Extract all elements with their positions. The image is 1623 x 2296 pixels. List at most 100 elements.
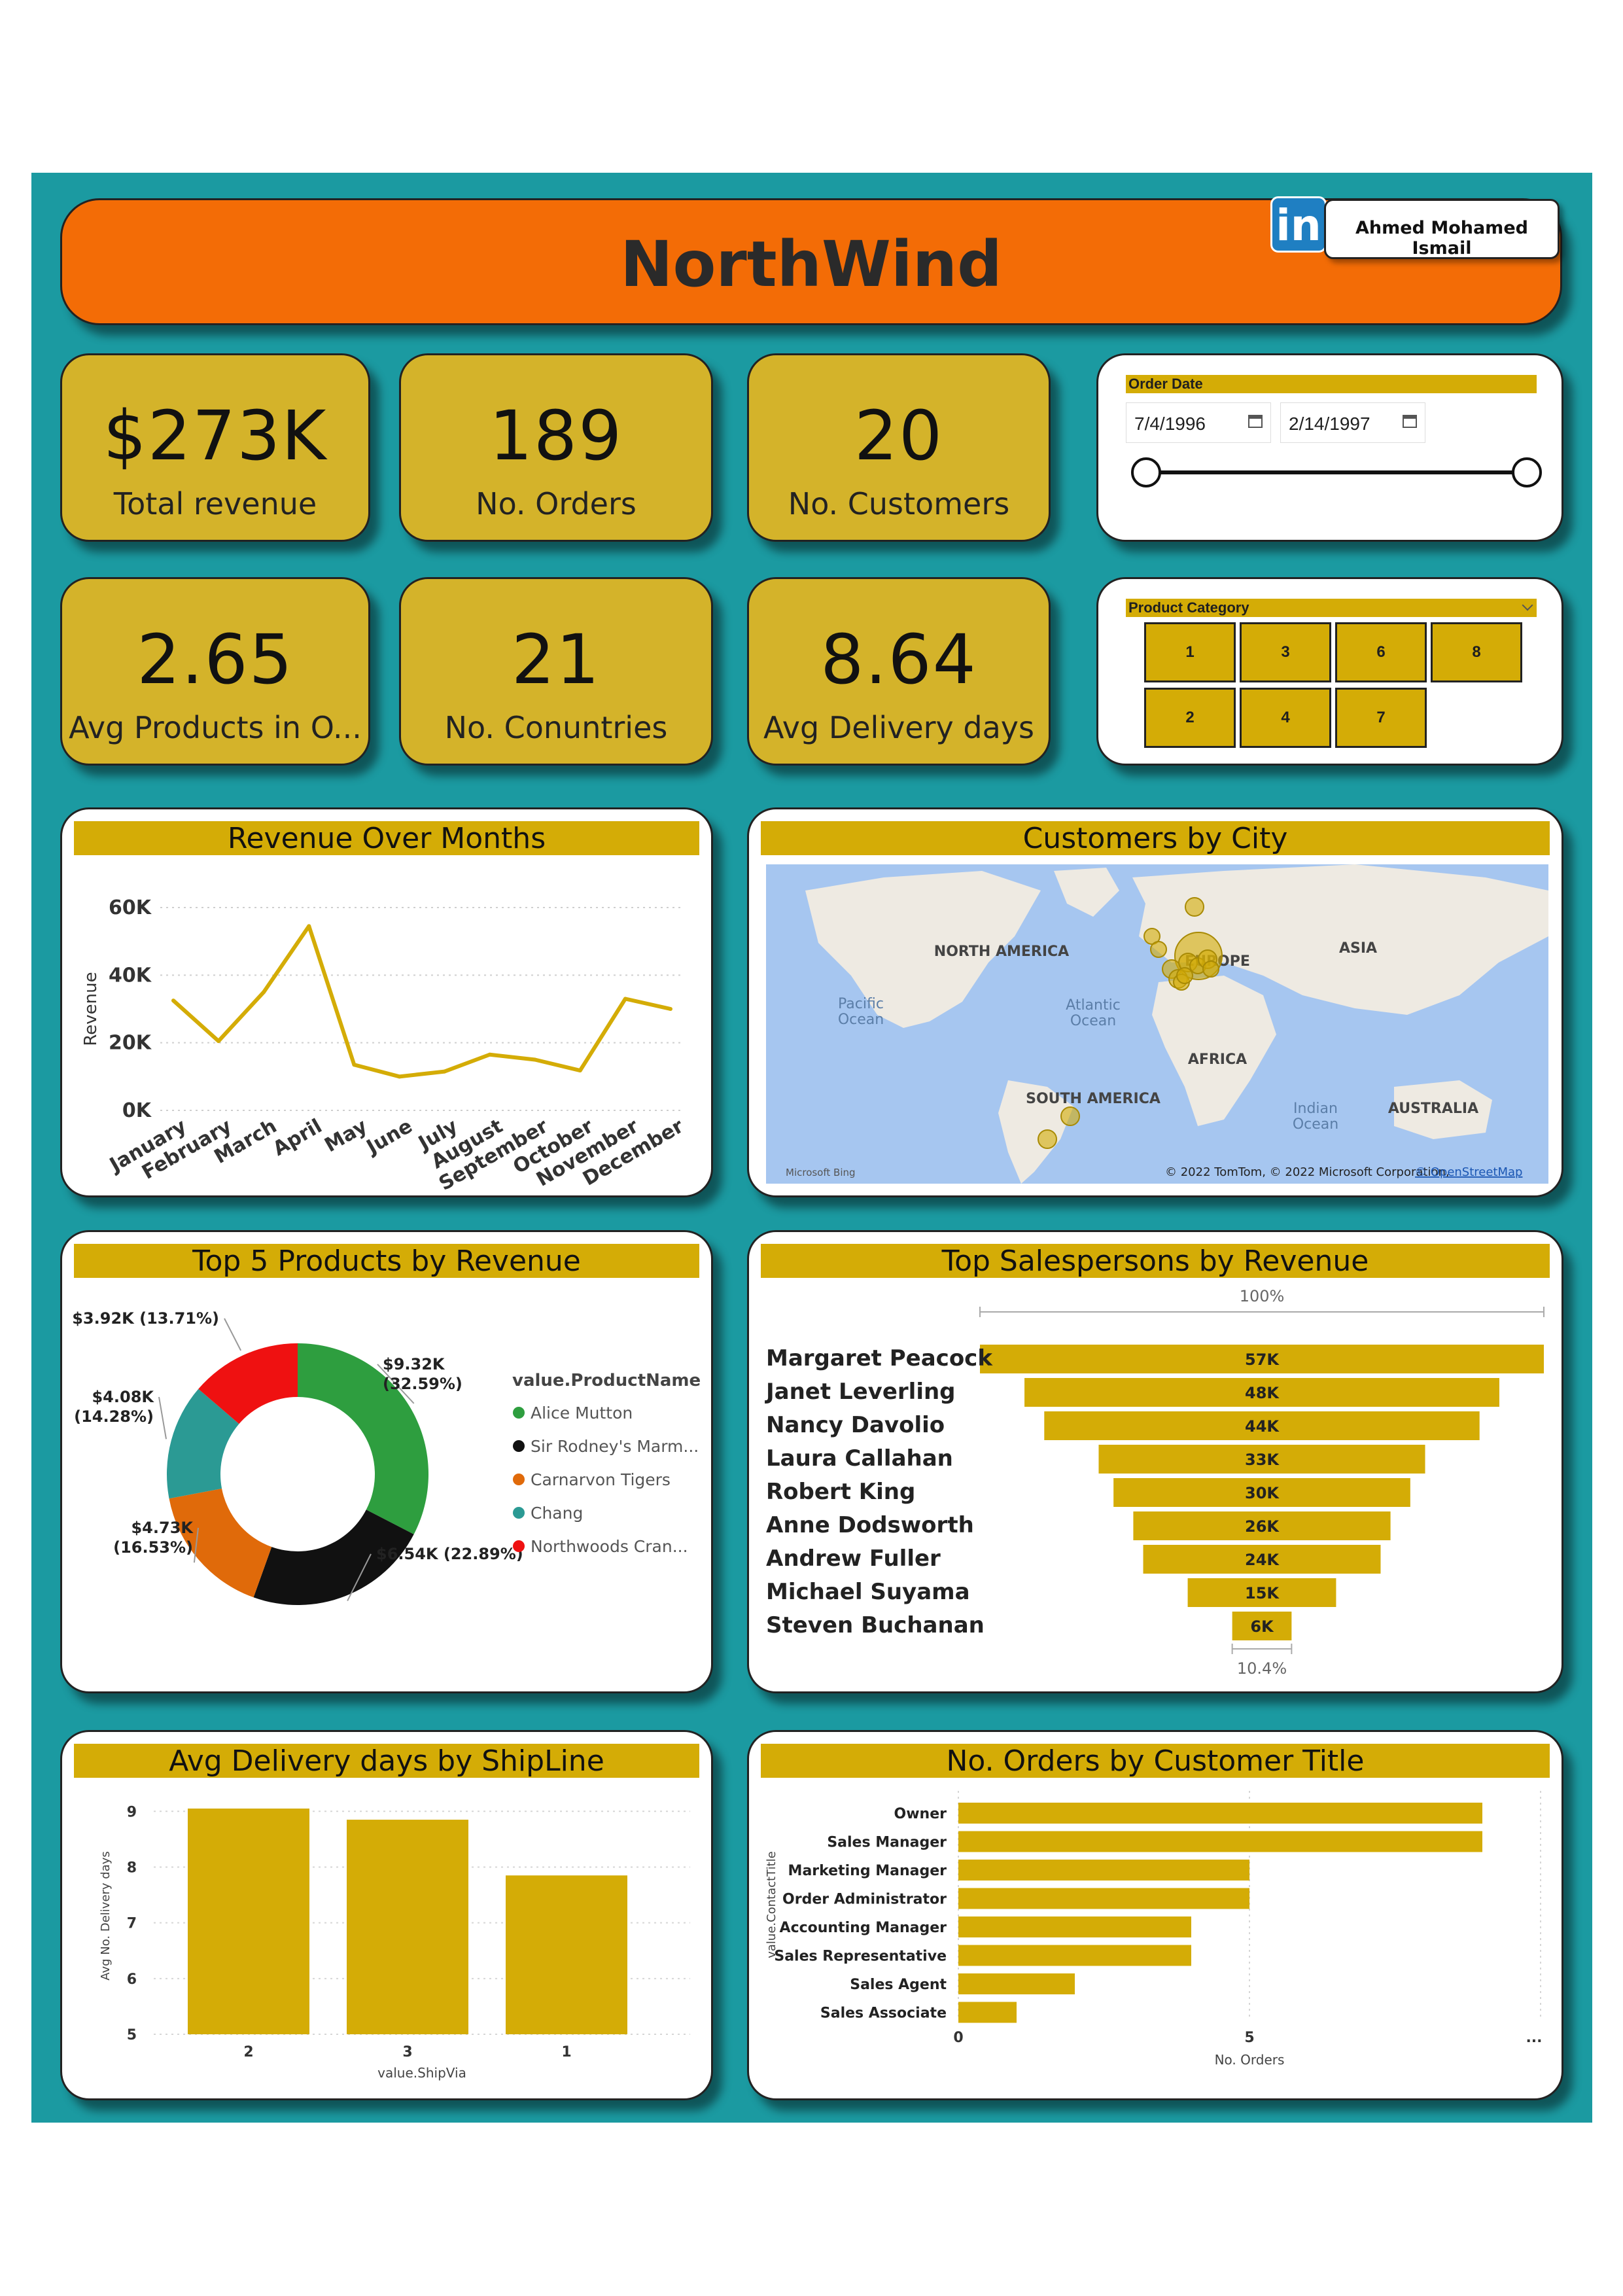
revenue-line-chart: 0K20K40K60KRevenueJanuaryFebruaryMarchAp… xyxy=(81,896,688,1195)
category-tile[interactable]: 8 xyxy=(1431,622,1522,682)
order-date-slicer: Order Date 7/4/1996 2/14/1997 xyxy=(1096,353,1563,542)
kpi-value: 189 xyxy=(489,396,623,476)
line-point xyxy=(578,1069,582,1073)
y-tick-label: 40K xyxy=(109,964,152,987)
funnel-bar xyxy=(1024,1378,1499,1407)
bar-value-label: 15K xyxy=(1245,1584,1280,1602)
data-label: (16.53%) xyxy=(113,1538,193,1557)
top-salespersons-card: Top Salespersons by Revenue 100% 57K Marga… xyxy=(747,1230,1563,1693)
bar-value-label: 30K xyxy=(1245,1484,1280,1502)
kpi-value: 21 xyxy=(511,620,601,699)
bar xyxy=(958,1945,1191,1966)
openstreetmap-link: © OpenStreetMap xyxy=(1415,1165,1522,1179)
y-tick-label: Owner xyxy=(894,1806,947,1822)
kpi-no-orders: 189 No. Orders xyxy=(399,353,713,542)
region-label: ASIA xyxy=(1339,940,1377,957)
data-label: (32.59%) xyxy=(383,1375,462,1393)
y-tick-label: 8 xyxy=(127,1860,137,1876)
chart-title: No. Orders by Customer Title xyxy=(761,1744,1550,1778)
salespersons-funnel-chart: 100% 57K Margaret Peacock 48K Janet Leverlin… xyxy=(765,1287,1544,1678)
ocean-label: Ocean xyxy=(1070,1013,1116,1029)
calendar-icon[interactable] xyxy=(1248,415,1263,428)
category-tile[interactable]: 1 xyxy=(1144,622,1236,682)
funnel-bar xyxy=(1133,1511,1391,1540)
y-axis-label: Avg No. Delivery days xyxy=(99,1851,113,1981)
ocean-label: Ocean xyxy=(838,1012,884,1028)
kpi-avg-products: 2.65 Avg Products in O... xyxy=(60,577,370,766)
legend-marker xyxy=(513,1507,525,1519)
y-tick-label: 6 xyxy=(127,1971,137,1988)
revenue-line xyxy=(171,924,671,1079)
category-tile[interactable]: 4 xyxy=(1240,688,1331,748)
bar xyxy=(958,1831,1482,1852)
salesperson-name: Michael Suyama xyxy=(766,1579,970,1605)
slicer-title: Order Date xyxy=(1126,375,1537,393)
salesperson-name: Margaret Peacock xyxy=(766,1345,993,1371)
customers-map[interactable]: NORTH AMERICAEUROPEASIAAFRICASOUTH AMERI… xyxy=(766,864,1548,1184)
legend-marker xyxy=(513,1540,525,1552)
bar xyxy=(958,1888,1249,1909)
linkedin-icon[interactable]: in xyxy=(1270,196,1327,253)
bar xyxy=(958,1916,1191,1937)
kpi-label: Total revenue xyxy=(113,486,317,521)
legend-item: Northwoods Cran... xyxy=(531,1537,688,1556)
y-tick-label: Accounting Manager xyxy=(780,1920,947,1936)
salesperson-name: Janet Leverling xyxy=(765,1379,956,1405)
chart-title: Revenue Over Months xyxy=(74,821,699,855)
kpi-no-countries: 21 No. Conuntries xyxy=(399,577,713,766)
end-date-value: 2/14/1997 xyxy=(1289,414,1370,434)
calendar-icon[interactable] xyxy=(1403,415,1417,428)
kpi-label: No. Orders xyxy=(476,486,637,521)
products-donut-chart: $9.32K (32.59%) $6.54K (22.89%) $4.73K(16.5… xyxy=(72,1309,701,1605)
line-point xyxy=(307,924,311,928)
bar-value-label: 26K xyxy=(1245,1517,1280,1536)
chevron-down-icon[interactable] xyxy=(1522,599,1533,611)
leader-line xyxy=(193,1527,199,1563)
category-tile[interactable]: 3 xyxy=(1240,622,1331,682)
y-tick-label: 20K xyxy=(109,1032,152,1055)
category-tile[interactable]: 6 xyxy=(1335,622,1427,682)
date-slider-start-handle[interactable] xyxy=(1131,457,1161,487)
date-slider-track[interactable] xyxy=(1144,470,1525,474)
funnel-bar xyxy=(980,1345,1544,1373)
bar-value-label: 33K xyxy=(1245,1451,1280,1469)
start-date-input[interactable]: 7/4/1996 xyxy=(1126,402,1271,443)
category-tile[interactable]: 2 xyxy=(1144,688,1236,748)
x-tick-label: April xyxy=(269,1115,326,1161)
salesperson-name: Andrew Fuller xyxy=(766,1545,941,1572)
kpi-label: Avg Delivery days xyxy=(763,710,1034,745)
region-label: SOUTH AMERICA xyxy=(1026,1091,1161,1107)
avg-delivery-card: Avg Delivery days by ShipLine 5 6 7 8 9 Avg N… xyxy=(60,1730,713,2100)
category-tile[interactable]: 7 xyxy=(1335,688,1427,748)
kpi-value: $273K xyxy=(103,396,328,476)
end-date-input[interactable]: 2/14/1997 xyxy=(1280,402,1425,443)
line-point xyxy=(442,1069,447,1074)
revenue-over-months-card: Revenue Over Months 0K 20K 40K 60K Revenue Ja… xyxy=(60,807,713,1197)
salesperson-name: Laura Callahan xyxy=(766,1445,953,1472)
donut-slice xyxy=(198,1343,298,1424)
kpi-label: Avg Products in O... xyxy=(69,710,362,745)
line-point xyxy=(487,1052,492,1057)
chart-title: Top 5 Products by Revenue xyxy=(74,1244,699,1278)
salesperson-name: Steven Buchanan xyxy=(766,1612,985,1638)
line-point xyxy=(623,997,627,1001)
x-tick-label: 3 xyxy=(402,2044,412,2060)
donut-slice xyxy=(167,1388,239,1499)
funnel-bar xyxy=(1113,1478,1410,1507)
y-tick-label: Sales Associate xyxy=(820,2005,947,2022)
date-slider-end-handle[interactable] xyxy=(1512,457,1542,487)
line-point xyxy=(532,1057,537,1062)
kpi-avg-delivery: 8.64 Avg Delivery days xyxy=(747,577,1051,766)
bar xyxy=(347,1820,468,2034)
funnel-bar xyxy=(1232,1612,1292,1640)
y-tick-label: 60K xyxy=(109,896,152,919)
city-bubble xyxy=(1150,941,1167,958)
chart-title: Customers by City xyxy=(761,821,1550,855)
x-tick-label: June xyxy=(362,1115,417,1159)
top-products-card: Top 5 Products by Revenue $9.32K (32.59%)… xyxy=(60,1230,713,1693)
author-badge[interactable]: Ahmed Mohamed Ismail xyxy=(1324,199,1560,259)
city-bubble xyxy=(1038,1129,1057,1149)
line-point xyxy=(171,998,175,1003)
leader-line xyxy=(158,1396,167,1439)
